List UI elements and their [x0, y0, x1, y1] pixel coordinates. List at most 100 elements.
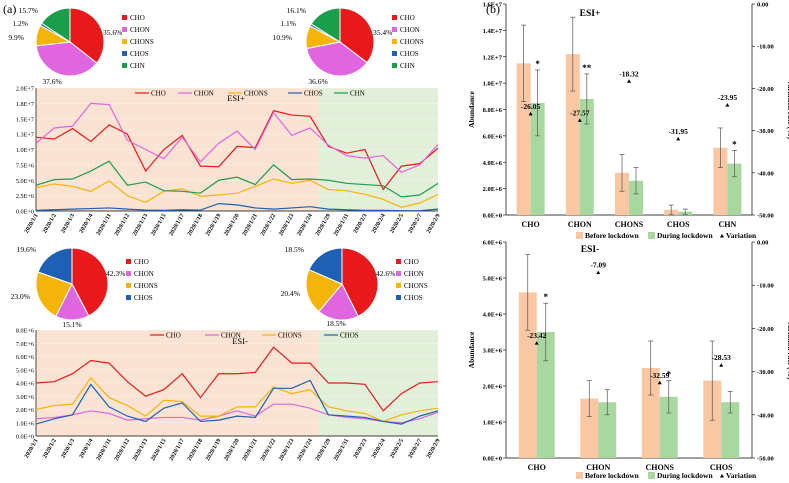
legend-label-chons: CHONS	[244, 90, 268, 98]
x-tick-label: 2020/1/3	[60, 438, 76, 459]
series-line-chn	[35, 160, 439, 198]
x-tick-label: 2020/1/19	[205, 213, 222, 237]
pie-label-cho: 42.3%	[106, 269, 125, 278]
y-axis-label: Abundance	[467, 331, 476, 368]
variation-marker	[596, 270, 601, 275]
x-tick-label: 2020/1/17	[169, 438, 186, 462]
y-tick-label: 2.0E+6	[16, 407, 34, 414]
pie-slice-chon	[306, 41, 368, 77]
line_esi_pos: 0.0E+0 2.5E+6 5.0E+6 7.5E+6 1.0E+7 1.3E+7 1.5E…	[16, 86, 442, 238]
legend-swatch-chons	[126, 283, 131, 288]
variation-label: -27.57	[570, 108, 590, 117]
legend-swatch-chn	[392, 63, 397, 68]
y-tick-label: 4.0E+6	[16, 381, 34, 388]
pie-label-cho: 35.6%	[103, 28, 122, 37]
legend-label-cho: CHO	[404, 258, 419, 266]
legend-swatch-chos	[392, 51, 397, 56]
bar-chart-title: ESI-	[581, 245, 599, 255]
legend-label-chos: CHOS	[134, 294, 153, 302]
variation-marker	[627, 79, 631, 83]
legend-label-before: Before lockdown	[585, 471, 640, 480]
y2-axis-label: Variation rate (%)	[786, 80, 789, 140]
bar-before-chn	[713, 147, 728, 215]
bar-during-cho	[530, 102, 545, 215]
x-tick-label: 2020/1/21	[242, 213, 259, 237]
bar-before-chon	[580, 398, 599, 458]
variation-label: -23.95	[718, 93, 738, 102]
variation-marker	[657, 380, 662, 385]
significance-mark: *	[732, 139, 737, 149]
bar-during-chons	[629, 180, 643, 215]
y-tick-label: 0.0E+0	[16, 209, 34, 216]
pie-slice-chos	[308, 247, 343, 285]
x-tick-label: 2020/1/12	[114, 213, 131, 237]
legend-label-chn: CHN	[130, 62, 145, 70]
x-tick-label: 2020/2/3	[353, 213, 369, 234]
legend-label-variation: Variation	[726, 231, 757, 240]
y-tick-label: 7.5E+6	[16, 162, 34, 169]
pie_esi_neg_before: 42.3% 15.1% 23.0% 19.6% CHO CHON CHONS CHOS	[11, 245, 158, 329]
pie-label-chos: 19.6%	[17, 245, 36, 254]
variation-label: -28.53	[712, 353, 732, 362]
x-tick-label: 2020/1/4	[79, 213, 95, 234]
legend-label-chons: CHONS	[130, 38, 154, 46]
legend-label-chon: CHON	[400, 26, 420, 34]
category-label: CHON	[586, 463, 610, 472]
pie_esi_neg_during: 42.6% 18.5% 20.4% 18.5% CHO CHON CHONS CHOS	[281, 245, 428, 328]
pie-label-chos: 1.2%	[12, 19, 28, 28]
line_esi_neg: 0.0E+0 1.0E+6 2.0E+6 3.0E+6 4.0E+6 5.0E+6 6.0E…	[16, 328, 442, 463]
y-tick-label: 5.0E+6	[483, 276, 503, 283]
category-label: CHONS	[615, 220, 644, 229]
series-line-chos	[35, 379, 439, 425]
x-tick-label: 2020/2/4	[371, 438, 387, 459]
legend-swatch-during	[648, 472, 655, 479]
x-tick-label: 2020/1/21	[242, 438, 259, 462]
legend-swatch-chn	[122, 63, 127, 68]
y2-tick-label: 0.00	[757, 2, 768, 9]
x-tick-label: 2020/1/15	[150, 213, 167, 237]
legend-swatch-chon	[392, 27, 397, 32]
category-label: CHOS	[667, 220, 690, 229]
pie-slice-chn	[310, 7, 341, 43]
line-chart-title: ESI-	[232, 336, 248, 346]
x-tick-label: 2020/1/29	[315, 438, 332, 462]
bar_esi_neg: 0.0E+0 1.0E+6 2.0E+6 3.0E+6 4.0E+6 5.0E+6 6.0E…	[467, 240, 789, 481]
y-tick-label: 8.0E+6	[16, 328, 34, 335]
legend-label-cho: CHO	[166, 332, 181, 340]
variation-marker	[528, 111, 533, 116]
y2-tick-label: -40.00	[757, 170, 774, 177]
y-tick-label: 3.0E+6	[16, 394, 34, 401]
x-tick-label: 2020/1/22	[260, 213, 277, 237]
legend-label-chon: CHON	[134, 270, 154, 278]
category-label: CHON	[568, 220, 592, 229]
x-tick-label: 2020/2/4	[371, 213, 387, 234]
x-tick-label: 2020/1/18	[187, 213, 204, 237]
y-tick-label: 1.3E+7	[16, 132, 34, 139]
variation-marker	[534, 341, 539, 345]
variation-marker	[577, 118, 582, 122]
x-tick-label: 2020/1/22	[260, 438, 277, 462]
bar-during-chon	[579, 98, 594, 215]
y-tick-label: 1.8E+7	[16, 101, 34, 108]
x-tick-label: 2020/1/2	[42, 213, 58, 234]
legend-label-chon: CHON	[221, 332, 241, 340]
y2-tick-label: -40.00	[757, 412, 774, 419]
y-tick-label: 8.0E+6	[483, 107, 503, 114]
significance-mark: **	[582, 63, 592, 73]
bar-before-chons	[641, 368, 660, 458]
category-label: CHO	[521, 220, 539, 229]
pie-label-chon: 15.1%	[62, 320, 81, 329]
pie-label-chos: 18.5%	[285, 245, 304, 254]
x-tick-label: 2020/2/9	[426, 213, 442, 234]
y-tick-label: 1.2E+7	[483, 54, 503, 61]
legend-swatch-before	[576, 472, 583, 479]
y-tick-label: 5.0E+6	[16, 178, 34, 185]
legend-swatch-chons	[122, 39, 127, 44]
legend-swatch-chon	[122, 27, 127, 32]
series-line-chon	[35, 403, 439, 424]
pie-slice-chons	[35, 271, 73, 317]
legend-label-cho: CHO	[130, 14, 145, 22]
bar-during-chons	[659, 396, 678, 458]
x-tick-label: 2020/1/11	[96, 213, 113, 237]
panel-label-a: (a)	[3, 2, 17, 16]
